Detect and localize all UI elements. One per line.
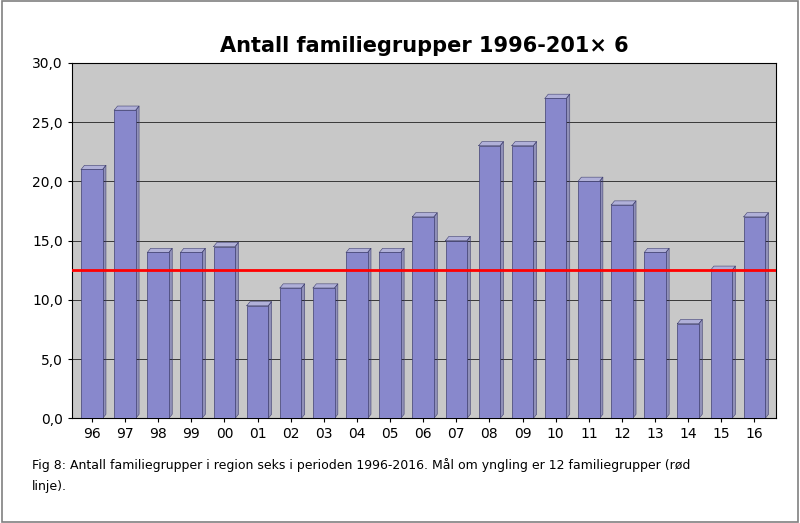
Polygon shape [545,94,570,98]
Polygon shape [169,248,172,418]
Bar [545,98,566,418]
Polygon shape [147,248,172,253]
Polygon shape [202,248,206,418]
Polygon shape [313,284,338,288]
Polygon shape [611,201,636,205]
Polygon shape [268,302,272,418]
Polygon shape [744,213,769,217]
Polygon shape [114,106,139,110]
Polygon shape [246,302,272,306]
Polygon shape [732,266,735,418]
Bar [280,288,302,418]
Polygon shape [766,213,769,418]
Bar [313,288,334,418]
Polygon shape [368,248,371,418]
Bar [147,253,169,418]
Polygon shape [446,236,470,241]
Bar [246,306,268,418]
Polygon shape [235,242,238,418]
Polygon shape [478,142,503,146]
Polygon shape [334,284,338,418]
Polygon shape [136,106,139,418]
Polygon shape [644,248,669,253]
Bar [678,324,699,418]
Bar [413,217,434,418]
Bar [81,169,102,418]
Polygon shape [599,177,603,418]
Polygon shape [181,248,206,253]
Bar [611,205,633,418]
Polygon shape [379,248,404,253]
Bar [478,146,500,418]
Polygon shape [710,266,735,270]
Polygon shape [666,248,669,418]
Bar [512,146,534,418]
Polygon shape [302,284,305,418]
Polygon shape [214,242,238,246]
Bar [346,253,368,418]
Bar [181,253,202,418]
Polygon shape [280,284,305,288]
Bar [710,270,732,418]
Bar [744,217,766,418]
Polygon shape [578,177,603,181]
Polygon shape [566,94,570,418]
Polygon shape [102,165,106,418]
Title: Antall familiegrupper 1996-201× 6: Antall familiegrupper 1996-201× 6 [220,36,628,55]
Polygon shape [413,213,438,217]
Text: Fig 8: Antall familiegrupper i region seks i perioden 1996-2016. Mål om yngling : Fig 8: Antall familiegrupper i region se… [32,458,690,472]
Polygon shape [401,248,404,418]
Polygon shape [81,165,106,169]
Bar [446,241,467,418]
Bar [214,246,235,418]
Bar [379,253,401,418]
Polygon shape [467,236,470,418]
Polygon shape [678,320,702,324]
Bar [644,253,666,418]
Polygon shape [534,142,537,418]
Bar [114,110,136,418]
Polygon shape [512,142,537,146]
Polygon shape [500,142,503,418]
Polygon shape [633,201,636,418]
Polygon shape [434,213,438,418]
Polygon shape [346,248,371,253]
Bar [578,181,599,418]
Polygon shape [699,320,702,418]
Text: linje).: linje). [32,480,67,493]
